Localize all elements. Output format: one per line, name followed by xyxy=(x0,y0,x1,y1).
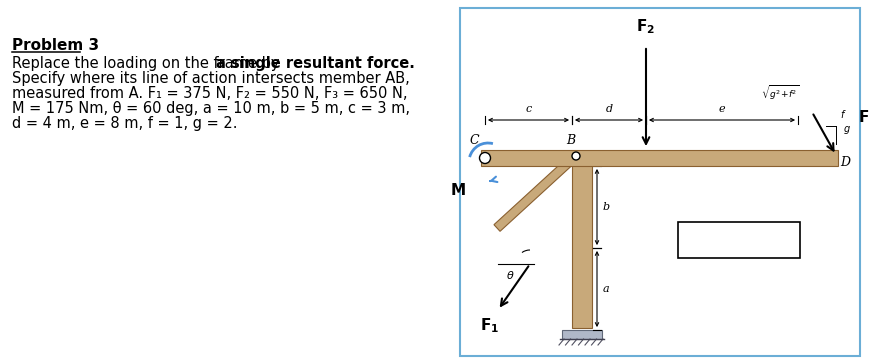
Bar xyxy=(677,222,799,258)
Polygon shape xyxy=(494,160,570,231)
Text: Replace the loading on the frame by: Replace the loading on the frame by xyxy=(12,56,284,71)
Text: $\mathbf{M}$: $\mathbf{M}$ xyxy=(449,182,466,198)
Text: c: c xyxy=(525,104,531,114)
Bar xyxy=(460,8,859,356)
Text: $\mathbf{F_1}$: $\mathbf{F_1}$ xyxy=(480,316,499,335)
Text: a: a xyxy=(602,284,609,294)
Text: $\sqrt{g^2\!+\!f^2}$: $\sqrt{g^2\!+\!f^2}$ xyxy=(760,84,798,103)
Text: Problem 3: Problem 3 xyxy=(12,38,99,53)
Text: $\mathbf{F_2}$: $\mathbf{F_2}$ xyxy=(636,17,654,36)
Text: e: e xyxy=(718,104,725,114)
Text: $\theta$: $\theta$ xyxy=(505,269,514,281)
Text: Specify where its line of action intersects member AB,: Specify where its line of action interse… xyxy=(12,71,409,86)
Text: M = 175 Nm, θ = 60 deg, a = 10 m, b = 5 m, c = 3 m,: M = 175 Nm, θ = 60 deg, a = 10 m, b = 5 … xyxy=(12,101,409,116)
Text: C: C xyxy=(469,134,479,147)
Text: $\mathbf{F_3}$: $\mathbf{F_3}$ xyxy=(857,108,869,127)
Text: measured from A. F₁ = 375 N, F₂ = 550 N, F₃ = 650 N,: measured from A. F₁ = 375 N, F₂ = 550 N,… xyxy=(12,86,407,101)
Text: B: B xyxy=(566,134,574,147)
Bar xyxy=(571,165,591,328)
Text: d = 4 m, e = 8 m, f = 1, g = 2.: d = 4 m, e = 8 m, f = 1, g = 2. xyxy=(12,116,237,131)
Text: $g$: $g$ xyxy=(842,124,850,136)
Circle shape xyxy=(479,153,490,163)
Text: D: D xyxy=(839,156,849,169)
Text: d: d xyxy=(605,104,612,114)
Bar xyxy=(561,330,601,339)
Text: b: b xyxy=(602,202,609,212)
Text: a single resultant force.: a single resultant force. xyxy=(216,56,415,71)
Text: $f$: $f$ xyxy=(839,108,846,120)
Circle shape xyxy=(571,152,580,160)
Bar xyxy=(481,150,837,166)
Text: Figure 3: Figure 3 xyxy=(709,233,767,248)
